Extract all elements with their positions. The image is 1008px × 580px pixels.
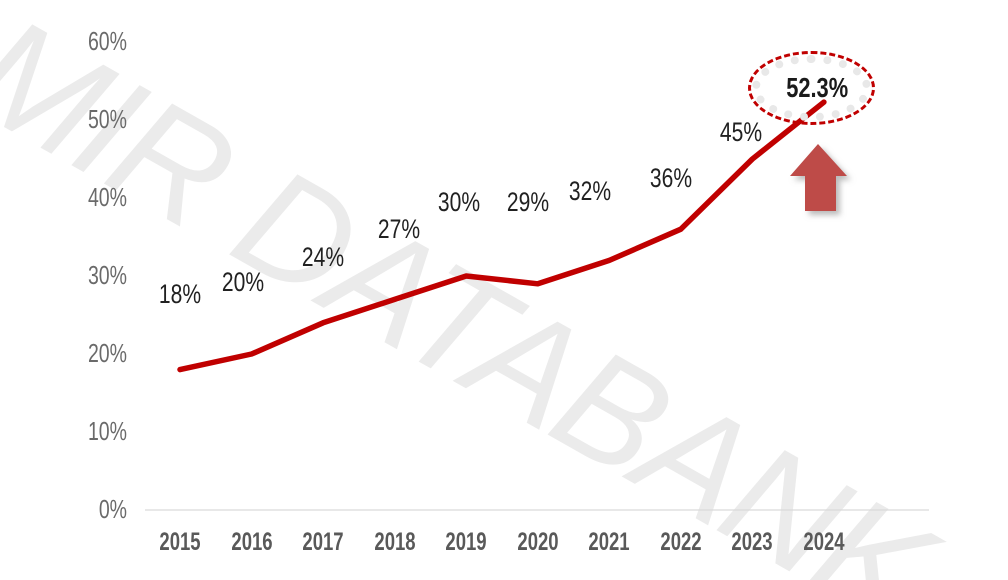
x-tick-label: 2018 [374,528,416,556]
series-line [177,99,827,373]
y-tick-label: 0% [98,494,127,524]
data-label: 29% [506,186,549,217]
x-tick-label: 2022 [660,528,702,556]
y-tick-label: 60% [87,26,127,56]
data-label: 18% [158,278,202,309]
data-label: 24% [302,241,345,272]
x-tick-label: 2015 [159,528,201,556]
data-label: 36% [649,163,692,194]
data-label: 27% [377,214,420,245]
up-arrow-icon [790,144,847,211]
highlight-circle: 52.3% [748,51,875,125]
y-tick-label: 40% [87,182,127,212]
y-tick-label: 20% [87,338,127,368]
highlight-value-label: 52.3% [785,72,848,103]
data-label: 45% [720,117,763,147]
x-tick-label: 2021 [588,528,630,556]
x-tick-label: 2019 [445,528,487,556]
y-tick-label: 10% [87,416,127,446]
x-tick-label: 2024 [803,528,845,556]
x-tick-label: 2023 [731,528,773,556]
x-tick-label: 2020 [517,528,559,556]
y-tick-label: 50% [87,104,127,134]
x-tick-label: 2016 [230,528,273,556]
data-label: 30% [438,187,481,217]
y-tick-label: 30% [87,260,127,290]
x-tick-label: 2017 [302,528,344,556]
data-label: 32% [569,176,612,207]
data-label: 20% [221,267,264,297]
